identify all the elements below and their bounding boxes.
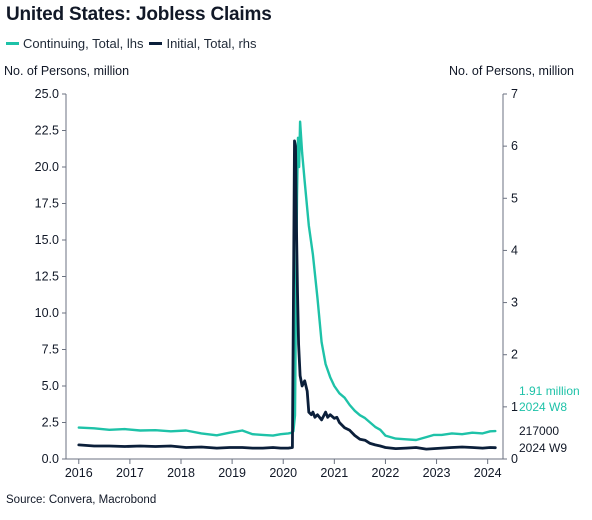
legend-swatch-initial [149, 42, 163, 45]
x-axis-tick-label: 2021 [320, 466, 348, 480]
right-axis-tick-label: 2 [511, 348, 518, 362]
right-axis-tick-label: 4 [511, 243, 518, 257]
right-axis-tick-label: 5 [511, 191, 518, 205]
left-axis-tick-label: 15.0 [35, 233, 59, 247]
annotation-continuing-date: 2024 W8 [519, 400, 567, 414]
right-axis-tick-label: 3 [511, 296, 518, 310]
x-axis-tick-label: 2020 [269, 466, 297, 480]
legend-swatch-continuing [6, 42, 19, 45]
annotation-initial-value: 217000 [519, 424, 559, 438]
series-line-initial [77, 139, 497, 451]
left-axis-tick-label: 20.0 [35, 160, 59, 174]
legend-item-initial: Initial, Total, rhs [149, 36, 257, 51]
chart-legend: Continuing, Total, lhs Initial, Total, r… [6, 36, 263, 51]
left-axis-tick-label: 0.0 [42, 452, 59, 466]
left-axis-tick-label: 25.0 [35, 87, 59, 101]
left-axis-tick-label: 12.5 [35, 270, 59, 284]
right-axis-tick-label: 7 [511, 87, 518, 101]
legend-label-initial: Initial, Total, rhs [166, 36, 257, 51]
series-line-continuing [77, 120, 497, 442]
left-axis-tick-label: 2.5 [42, 416, 59, 430]
x-axis-tick-label: 2016 [65, 466, 93, 480]
left-axis-tick-label: 17.5 [35, 197, 59, 211]
legend-item-continuing: Continuing, Total, lhs [6, 36, 143, 51]
x-axis-tick-label: 2023 [423, 466, 451, 480]
left-axis-tick-label: 7.5 [42, 343, 59, 357]
source-note: Source: Convera, Macrobond [6, 494, 157, 506]
chart-title: United States: Jobless Claims [6, 4, 272, 25]
right-axis-label: No. of Persons, million [448, 64, 574, 78]
right-axis-tick-label: 1 [511, 400, 518, 414]
x-axis-tick-label: 2022 [372, 466, 400, 480]
legend-label-continuing: Continuing, Total, lhs [23, 36, 144, 51]
left-axis-label: No. of Persons, million [4, 64, 130, 78]
annotation-initial-date: 2024 W9 [519, 441, 567, 455]
left-axis-tick-label: 5.0 [42, 379, 59, 393]
right-axis-tick-label: 6 [511, 139, 518, 153]
x-axis-tick-label: 2017 [116, 466, 144, 480]
right-axis-tick-label: 0 [511, 452, 518, 466]
x-axis-tick-label: 2024 [474, 466, 502, 480]
left-axis-tick-label: 10.0 [35, 306, 59, 320]
left-axis-tick-label: 22.5 [35, 124, 59, 138]
x-axis-tick-label: 2018 [167, 466, 195, 480]
x-axis-tick-label: 2019 [218, 466, 246, 480]
annotation-continuing-value: 1.91 million [519, 384, 580, 398]
